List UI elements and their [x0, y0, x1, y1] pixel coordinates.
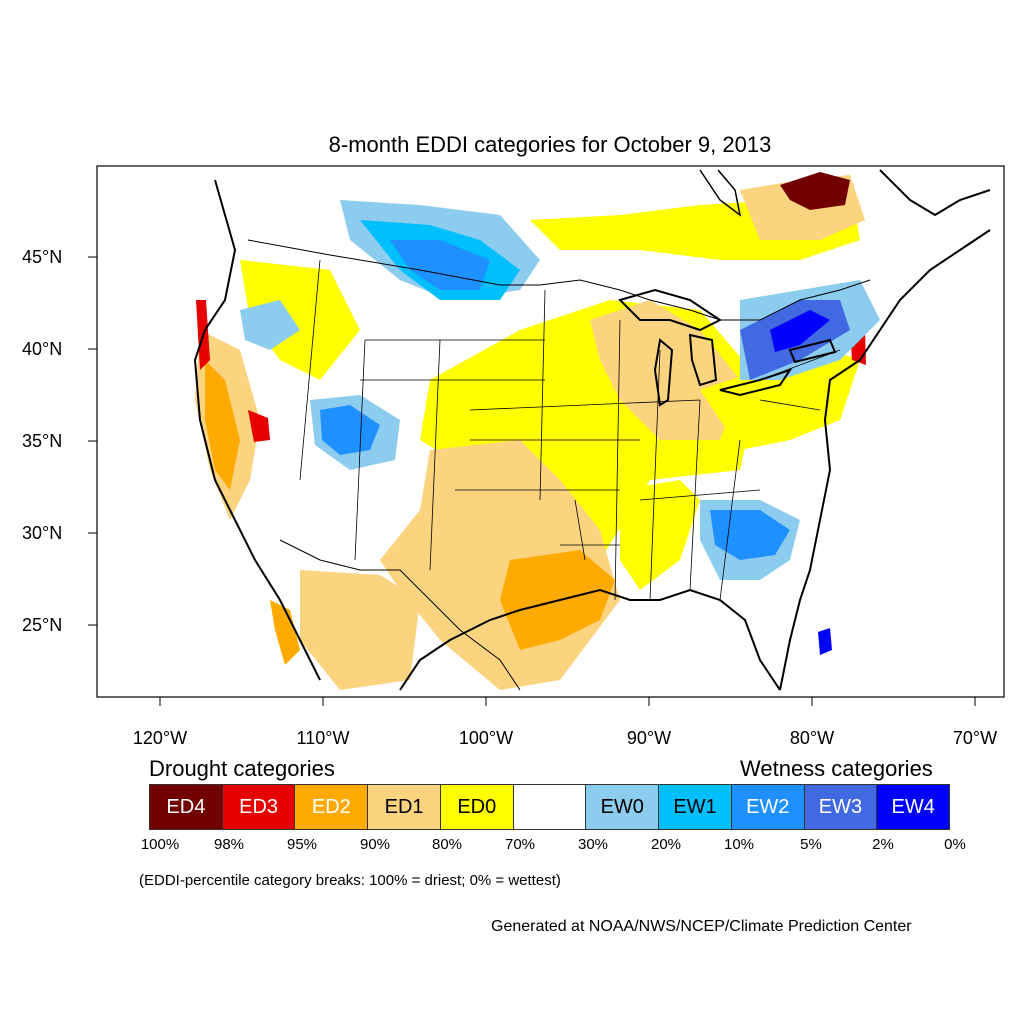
ew2-region-dakotas [390, 240, 490, 290]
lon-label-100w: 100°W [458, 728, 514, 748]
percentile-label: 5% [800, 836, 822, 853]
legend-category-ed3: ED3 [222, 785, 296, 829]
ed3-region-nevada [248, 410, 270, 442]
ed0-region-east [700, 350, 860, 450]
ed2-region-california [205, 360, 240, 490]
ew4-region-ontario [770, 310, 830, 352]
percentile-label: 100% [140, 836, 180, 853]
state-lines [299, 259, 841, 601]
ed2-region-baja [270, 600, 300, 665]
legend-category-ew0: EW0 [586, 785, 660, 829]
percentile-label: 95% [286, 836, 318, 853]
legend-category-ew4: EW4 [877, 785, 950, 829]
lon-label-90w: 90°W [626, 728, 672, 748]
percentile-label: 10% [723, 836, 755, 853]
percentile-label: 98% [213, 836, 245, 853]
legend-category-ed4: ED4 [150, 785, 223, 829]
percentile-label: 70% [504, 836, 536, 853]
ew0-region-west [240, 300, 300, 350]
legend-color-bar: ED4 ED3 ED2 ED1 ED0 EW0 EW1 EW2 EW3 EW4 [149, 784, 950, 830]
great-lakes [618, 288, 837, 407]
percentile-label: 80% [431, 836, 463, 853]
lat-label-45n: 45°N [22, 247, 63, 267]
map-boundaries [193, 169, 991, 691]
percentile-label: 20% [650, 836, 682, 853]
lon-label-120w: 120°W [132, 728, 188, 748]
axis-ticks [88, 256, 976, 706]
wetness-categories-heading: Wetness categories [740, 756, 933, 781]
ed0-region-southeast [620, 480, 700, 590]
legend-category-ew1: EW1 [659, 785, 732, 829]
ew2-region-colorado [320, 405, 380, 455]
ed1-region-mexico [300, 570, 420, 690]
us-mexico-border [279, 539, 521, 691]
ed0-region-west [240, 260, 360, 380]
credit-line: Generated at NOAA/NWS/NCEP/Climate Predi… [491, 918, 912, 935]
lat-label-30n: 30°N [22, 523, 63, 543]
ew4-region-bahamas [818, 628, 832, 655]
legend-category-normal [513, 785, 587, 829]
legend-category-ed1: ED1 [368, 785, 441, 829]
drought-categories-heading: Drought categories [149, 756, 335, 781]
lat-label-25n: 25°N [22, 615, 63, 635]
lat-label-40n: 40°N [22, 339, 63, 359]
lon-label-70w: 70°W [952, 728, 998, 748]
eddi-shading [195, 172, 880, 690]
ed1-region-midwest [590, 300, 740, 440]
lon-label-80w: 80°W [789, 728, 835, 748]
percentile-label: 90% [359, 836, 391, 853]
legend-category-ew3: EW3 [804, 785, 878, 829]
legend-category-ed2: ED2 [295, 785, 369, 829]
legend-category-ed0: ED0 [440, 785, 514, 829]
lat-label-35n: 35°N [22, 431, 63, 451]
category-breaks-note: (EDDI-percentile category breaks: 100% =… [139, 872, 561, 889]
hudson-bay-outline [699, 169, 742, 217]
lon-label-110w: 110°W [296, 728, 350, 748]
map-title: 8-month EDDI categories for October 9, 2… [328, 132, 772, 157]
percentile-label: 0% [944, 836, 966, 853]
percentile-label: 30% [577, 836, 609, 853]
ed4-region-quebec [780, 172, 850, 210]
map-frame [96, 165, 1005, 698]
legend-category-ew2: EW2 [731, 785, 805, 829]
percentile-label: 2% [872, 836, 894, 853]
